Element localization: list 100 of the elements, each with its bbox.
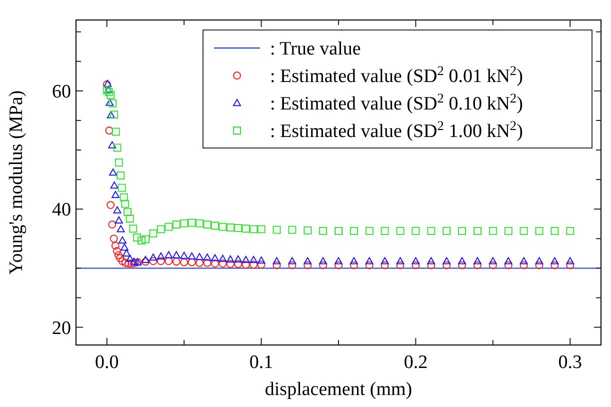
point [149,257,158,266]
point [250,225,258,234]
point [110,234,118,243]
point [504,257,512,264]
point [126,214,134,223]
point [109,168,118,176]
point [113,206,122,214]
point [250,256,258,264]
point [226,260,234,268]
point [380,261,389,270]
point [106,91,115,100]
point [210,222,219,230]
point [108,220,116,228]
point [210,259,219,268]
point [180,219,188,228]
point [442,226,451,235]
point [137,236,146,244]
point [412,261,420,270]
point [304,257,312,264]
point [118,184,126,192]
x-tick-label: 0.3 [558,352,582,373]
point [114,216,123,224]
legend-label: : Estimated value (SD$^{2}$ 1.00 kN$^{2}$) [270,118,523,142]
point [257,256,266,264]
point [242,256,250,264]
point [396,226,404,235]
point [550,257,559,264]
legend-label: : True value [270,38,361,60]
point [535,261,544,270]
point [442,257,451,264]
point [550,261,559,270]
point [105,126,114,134]
point [520,226,528,235]
point [334,257,342,264]
point [196,252,204,260]
y-axis-title: Young's modulus (MPa) [6,90,27,275]
y-tick-label: 20 [52,318,71,339]
point [106,111,115,118]
point [116,171,125,180]
point [141,235,150,244]
point [242,224,250,233]
point [234,255,242,262]
point [110,110,118,119]
point [535,257,544,264]
point [188,258,196,266]
point [319,261,328,270]
point [272,226,281,234]
point [550,226,559,235]
point [427,226,436,235]
point [504,261,512,270]
point [120,244,128,251]
point [365,261,374,270]
point [396,257,404,264]
point [120,193,128,202]
point [334,261,342,270]
point [112,128,120,136]
point [218,259,227,268]
point [234,224,242,232]
point [412,226,420,235]
point [172,258,180,266]
point [304,261,312,270]
point [156,225,165,234]
x-axis-title: displacement (mm) [264,379,412,400]
point [180,252,188,259]
point [121,200,130,208]
point [412,257,420,264]
point [242,260,250,269]
point [288,226,296,234]
point [226,255,234,262]
point [104,88,113,96]
point [442,261,451,270]
point [218,222,227,231]
point [566,257,574,264]
point [164,222,173,231]
point [488,261,497,270]
point [203,254,212,261]
point [458,257,466,264]
point [149,254,158,261]
point [473,261,482,270]
point [365,257,374,264]
point [473,257,482,264]
point [149,229,158,238]
point [126,254,134,262]
point [112,190,120,198]
point [272,257,281,264]
point [196,258,204,267]
point [188,252,196,260]
y-tick-label: 60 [52,82,71,103]
point [108,141,116,148]
legend-label: : Estimated value (SD$^{2}$ 0.01 kN$^{2}$) [270,62,523,88]
point [380,226,389,235]
point [257,225,266,234]
point [304,226,312,234]
point [156,252,165,260]
point [180,258,188,266]
point [114,158,123,166]
point [129,224,138,233]
point [118,236,126,244]
point [458,226,466,235]
point [210,254,219,262]
